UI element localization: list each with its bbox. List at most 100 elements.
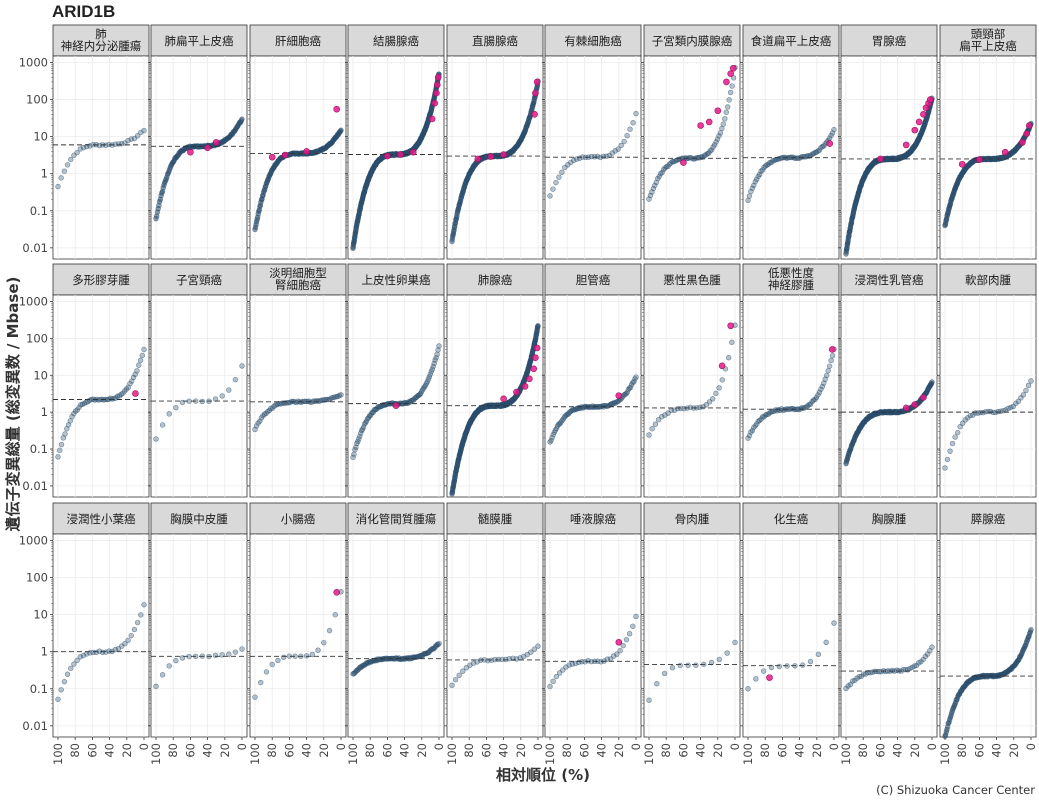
x-tick-label: 20 — [120, 743, 134, 758]
sample-point — [125, 137, 131, 144]
sample-point — [646, 697, 652, 703]
x-tick-label: 100 — [51, 743, 65, 765]
sample-point — [125, 637, 131, 644]
sample-point — [232, 649, 239, 655]
sample-point — [1025, 382, 1032, 389]
y-tick-label: 0.1 — [30, 442, 48, 456]
x-tick-label: 20 — [810, 743, 824, 758]
sample-point — [159, 422, 166, 428]
facet-panels: 肺神経内分泌腫瘍0.010.11101001000肺扁平上皮癌 肝細胞癌 結腸腺癌直… — [19, 24, 1038, 765]
facet-label: 胆管癌 — [576, 273, 611, 287]
sample-point — [58, 441, 65, 448]
panel-11: 子宮頸癌 — [148, 263, 248, 498]
sample-point — [553, 179, 559, 186]
facet-label: 扁平上皮癌 — [959, 39, 1017, 53]
mutated-sample-point — [727, 70, 735, 77]
mutated-sample-point — [303, 148, 310, 155]
sample-point — [547, 193, 553, 199]
panel-area — [544, 533, 642, 738]
panel-19: 軟部肉腫 — [937, 263, 1037, 498]
mutated-sample-point — [615, 392, 623, 399]
facet-label: 神経内分泌腫瘍 — [61, 39, 142, 53]
sample-point — [722, 116, 728, 122]
sample-point — [633, 374, 639, 380]
sample-point — [139, 352, 145, 359]
sample-point — [776, 663, 782, 670]
mutated-sample-point — [384, 152, 391, 160]
sample-point — [716, 385, 722, 391]
sample-point — [55, 454, 61, 460]
sample-point — [258, 679, 264, 686]
x-tick-label: 100 — [741, 743, 755, 765]
sample-point — [745, 686, 751, 692]
facet-label: 唾液腺癌 — [570, 512, 616, 526]
mutated-sample-point — [204, 144, 211, 152]
sample-point — [929, 379, 935, 385]
sample-point — [134, 368, 140, 374]
mutated-sample-point — [433, 81, 441, 89]
sample-point — [269, 661, 275, 668]
sample-point — [62, 431, 68, 437]
y-tick-label: 100 — [26, 571, 48, 585]
facet-label: 多形膠芽腫 — [72, 273, 130, 287]
facet-label: 肝細胞癌 — [275, 34, 321, 48]
sample-point — [646, 432, 652, 438]
y-tick-label: 100 — [26, 93, 48, 107]
mutated-sample-point — [926, 96, 934, 103]
sample-point — [64, 162, 71, 168]
panel-area — [52, 533, 150, 738]
sample-point — [134, 619, 141, 626]
sample-point — [239, 363, 245, 369]
panel-area — [249, 55, 347, 260]
y-tick-label: 1 — [41, 405, 48, 419]
facet-label: 胸腺腫 — [872, 512, 907, 526]
facet-label: 結腸腺癌 — [373, 34, 419, 48]
mutated-sample-point — [409, 148, 417, 156]
x-tick-label: 100 — [346, 743, 360, 765]
x-tick-label: 0 — [629, 743, 643, 750]
panel-area — [742, 533, 840, 738]
y-tick-label: 0.01 — [22, 479, 48, 493]
sample-point — [719, 377, 725, 383]
mutated-sample-point — [268, 153, 276, 161]
sample-point — [136, 362, 142, 368]
panel-25: 唾液腺癌 100 80 60 40 20 0 — [542, 502, 643, 765]
mutated-sample-point — [212, 139, 220, 146]
facet-label: 胸膜中皮腫 — [170, 512, 228, 526]
mutated-sample-point — [714, 107, 722, 115]
y-tick-label: 10 — [33, 608, 48, 622]
x-tick-label: 40 — [398, 743, 412, 758]
x-tick-label: 60 — [676, 743, 690, 758]
sample-point — [275, 657, 281, 664]
mutated-sample-point — [911, 126, 919, 134]
panel-7: 食道扁平上皮癌 — [740, 24, 840, 260]
panel-15: 胆管癌 — [542, 263, 642, 498]
sample-point — [456, 672, 462, 678]
facet-label: 子宮頸癌 — [176, 273, 222, 287]
mutated-sample-point — [920, 111, 927, 118]
sample-point — [716, 656, 723, 663]
facet-label: 浸潤性乳管癌 — [855, 273, 924, 287]
x-tick-label: 100 — [642, 743, 656, 765]
sample-point — [942, 465, 948, 471]
x-tick-label: 20 — [415, 743, 429, 758]
mutated-sample-point — [428, 115, 436, 123]
panel-18: 浸潤性乳管癌 — [838, 263, 938, 498]
panel-16: 悪性黒色腫 — [641, 263, 741, 498]
sample-point — [535, 323, 541, 329]
mutated-sample-point — [723, 78, 730, 86]
mutated-sample-point — [1023, 130, 1030, 138]
x-tick-label: 0 — [728, 743, 742, 750]
x-tick-label: 20 — [711, 743, 725, 758]
sample-point — [1020, 392, 1027, 398]
sample-point — [128, 632, 134, 639]
y-tick-label: 1000 — [19, 534, 48, 548]
sample-point — [949, 440, 956, 447]
y-tick-label: 0.1 — [30, 204, 48, 218]
facet-label: 浸潤性小葉癌 — [67, 512, 136, 526]
sample-point — [685, 662, 691, 669]
mutated-sample-point — [877, 155, 884, 163]
